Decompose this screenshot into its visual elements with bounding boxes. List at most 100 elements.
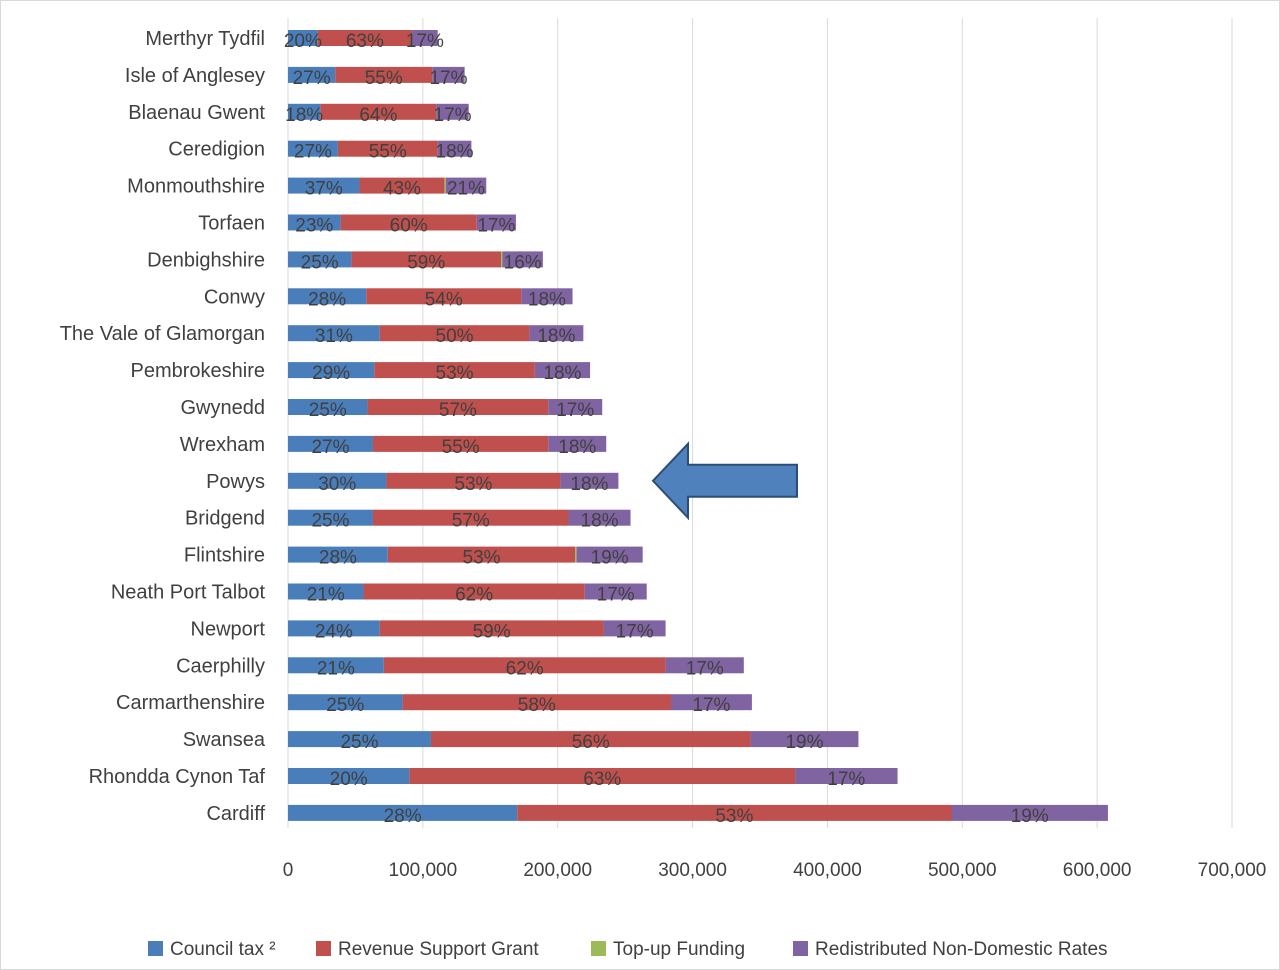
annotations <box>651 441 798 521</box>
category-label: Isle of Anglesey <box>125 65 265 87</box>
category-label: The Vale of Glamorgan <box>60 323 265 345</box>
data-label: 24% <box>315 621 353 642</box>
category-label: Newport <box>191 618 266 640</box>
bar-segment <box>288 768 410 784</box>
data-label: 54% <box>425 289 463 310</box>
category-labels: Merthyr Tydfil Isle of Anglesey Blaenau Gw… <box>60 28 266 825</box>
bar-segment <box>366 288 522 305</box>
legend-label: Redistributed Non-Domestic Rates <box>815 939 1108 960</box>
bar-segment <box>288 103 321 120</box>
data-label: 18% <box>581 511 619 532</box>
bar-segment <box>335 66 433 83</box>
bar-segment <box>430 731 751 748</box>
x-tick-label: 0 <box>283 860 294 881</box>
data-label: 63% <box>346 31 384 52</box>
legend-swatch <box>148 941 163 956</box>
bar-segment <box>795 768 898 784</box>
data-label: 20% <box>330 769 368 790</box>
data-label: 16% <box>504 252 542 273</box>
legend-label: Top-up Funding <box>613 939 745 960</box>
bar-segment <box>288 288 367 305</box>
category-label: Bridgend <box>185 508 265 530</box>
bar-segment <box>359 177 445 194</box>
bar-segment <box>665 657 744 674</box>
arrow-annotation <box>651 441 798 521</box>
category-label: Powys <box>206 471 265 493</box>
data-label: 55% <box>369 142 407 163</box>
x-tick-label: 700,000 <box>1198 860 1267 881</box>
bar-segment <box>379 325 530 342</box>
bar-segment <box>603 620 666 637</box>
bar-segment <box>367 399 549 415</box>
bar-segment <box>476 214 516 231</box>
bar-segment <box>387 546 576 563</box>
bar-segment <box>383 657 666 674</box>
bar-segment <box>584 583 647 600</box>
category-label: Rhondda Cynon Taf <box>89 766 266 788</box>
data-label: 25% <box>301 252 339 273</box>
data-label: 59% <box>473 621 511 642</box>
data-label: 23% <box>295 216 333 237</box>
bar-segment <box>288 546 388 563</box>
bar-segment <box>288 251 352 268</box>
bar-segment <box>379 620 604 637</box>
data-label: 43% <box>383 179 421 200</box>
category-label: Blaenau Gwent <box>128 102 265 124</box>
data-label: 57% <box>452 511 490 532</box>
data-label: 30% <box>318 474 356 495</box>
data-label: 25% <box>311 511 349 532</box>
legend-swatch <box>316 941 331 956</box>
bar-segment <box>288 399 368 415</box>
x-tick-label: 400,000 <box>793 860 862 881</box>
bar-segment <box>363 583 585 600</box>
bar-segment <box>288 214 341 231</box>
data-label: 60% <box>390 216 428 237</box>
data-label: 27% <box>294 142 332 163</box>
bar-segment <box>432 66 465 83</box>
data-label: 17% <box>616 621 654 642</box>
data-label: 18% <box>570 474 608 495</box>
data-label: 17% <box>827 769 865 790</box>
bar-segment <box>568 509 631 526</box>
bar-segment <box>317 30 413 46</box>
category-label: Cardiff <box>206 803 265 825</box>
data-label: 17% <box>434 105 472 126</box>
data-label: 17% <box>406 31 444 52</box>
category-label: Swansea <box>183 729 266 751</box>
bar-segment <box>288 657 384 674</box>
x-tick-label: 500,000 <box>928 860 997 881</box>
bar-segment <box>521 288 573 305</box>
bar-segment <box>534 362 591 379</box>
data-label: 63% <box>583 769 621 790</box>
category-label: Ceredigion <box>168 139 265 161</box>
bar-segment <box>750 731 859 748</box>
bar-segment <box>374 362 535 379</box>
data-label: 57% <box>439 400 477 421</box>
data-label: 18% <box>558 437 596 458</box>
data-label: 28% <box>319 548 357 569</box>
bar-segment <box>288 325 380 342</box>
bars <box>288 30 1108 821</box>
data-label: 19% <box>591 548 629 569</box>
data-label: 31% <box>315 326 353 347</box>
bar-segment <box>548 399 603 415</box>
data-label: 59% <box>407 252 445 273</box>
data-label: 18% <box>543 363 581 384</box>
legend: Council tax ² Revenue Support Grant Top-up… <box>148 939 1108 960</box>
x-tick-label: 200,000 <box>523 860 592 881</box>
bar-segment <box>288 177 360 194</box>
bar-segment <box>372 509 569 526</box>
bar-segment <box>288 620 380 637</box>
legend-label: Revenue Support Grant <box>338 939 539 960</box>
data-label: 29% <box>312 363 350 384</box>
bar-segment <box>412 30 438 46</box>
data-label: 19% <box>785 732 823 753</box>
bar-segment <box>402 694 671 711</box>
data-label: 17% <box>692 695 730 716</box>
bar-segment <box>437 140 472 157</box>
data-label: 58% <box>518 695 556 716</box>
category-label: Neath Port Talbot <box>111 582 266 604</box>
bar-segment <box>288 694 403 711</box>
data-label: 53% <box>454 474 492 495</box>
data-label: 56% <box>572 732 610 753</box>
